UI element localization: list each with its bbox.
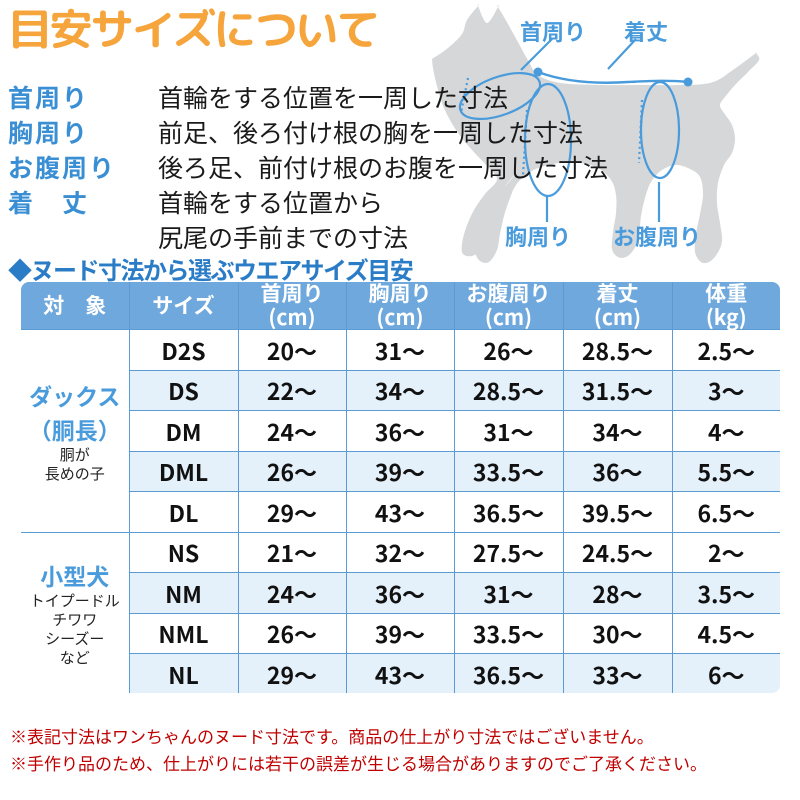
svg-text:お腹周り: お腹周り [613,220,701,252]
svg-text:着丈: 着丈 [624,15,668,47]
svg-text:首周り: 首周り [520,15,586,47]
svg-text:胸周り: 胸周り [505,220,571,252]
